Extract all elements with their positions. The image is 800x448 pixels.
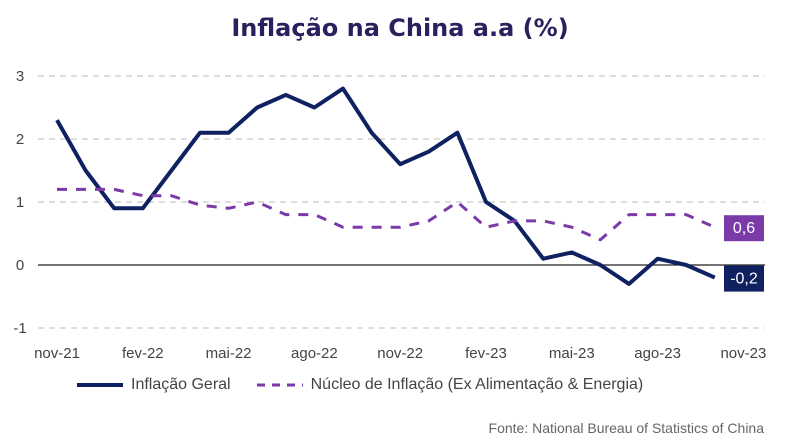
x-tick-label: nov-23 — [720, 345, 766, 362]
legend-swatch-dashed — [256, 383, 303, 387]
y-tick-label: 0 — [16, 257, 24, 274]
y-tick-label: 3 — [16, 68, 24, 85]
x-tick-label: fev-23 — [465, 345, 507, 362]
y-tick-label: 2 — [16, 131, 24, 148]
x-tick-label: mai-22 — [206, 345, 252, 362]
x-tick-label: nov-22 — [377, 345, 423, 362]
end-label: -0,2 — [730, 271, 758, 288]
x-tick-label: mai-23 — [549, 345, 595, 362]
series-line-0 — [55, 86, 716, 286]
end-label-box — [724, 215, 764, 242]
y-tick-label: 1 — [16, 194, 24, 211]
series-line-1 — [57, 187, 716, 242]
y-tick-label: -1 — [13, 320, 26, 337]
legend-item-inflacao-geral: Inflação Geral — [75, 376, 231, 394]
legend-label: Inflação Geral — [131, 376, 231, 393]
x-tick-label: ago-22 — [291, 345, 338, 362]
x-tick-label: nov-21 — [34, 345, 80, 362]
end-label: 0,6 — [733, 220, 755, 237]
chart-title: Inflação na China a.a (%) — [231, 14, 569, 42]
legend-label: Núcleo de Inflação (Ex Alimentação & Ene… — [310, 376, 644, 393]
source-note: Fonte: National Bureau of Statistics of … — [488, 420, 764, 436]
end-label-box — [724, 265, 764, 292]
x-tick-label: fev-22 — [122, 345, 164, 362]
legend-item-nucleo: Núcleo de Inflação (Ex Alimentação & Ene… — [255, 376, 644, 394]
legend-swatch-solid — [77, 383, 123, 387]
legend: Inflação Geral Núcleo de Inflação (Ex Al… — [75, 376, 667, 394]
x-tick-label: ago-23 — [634, 345, 681, 362]
